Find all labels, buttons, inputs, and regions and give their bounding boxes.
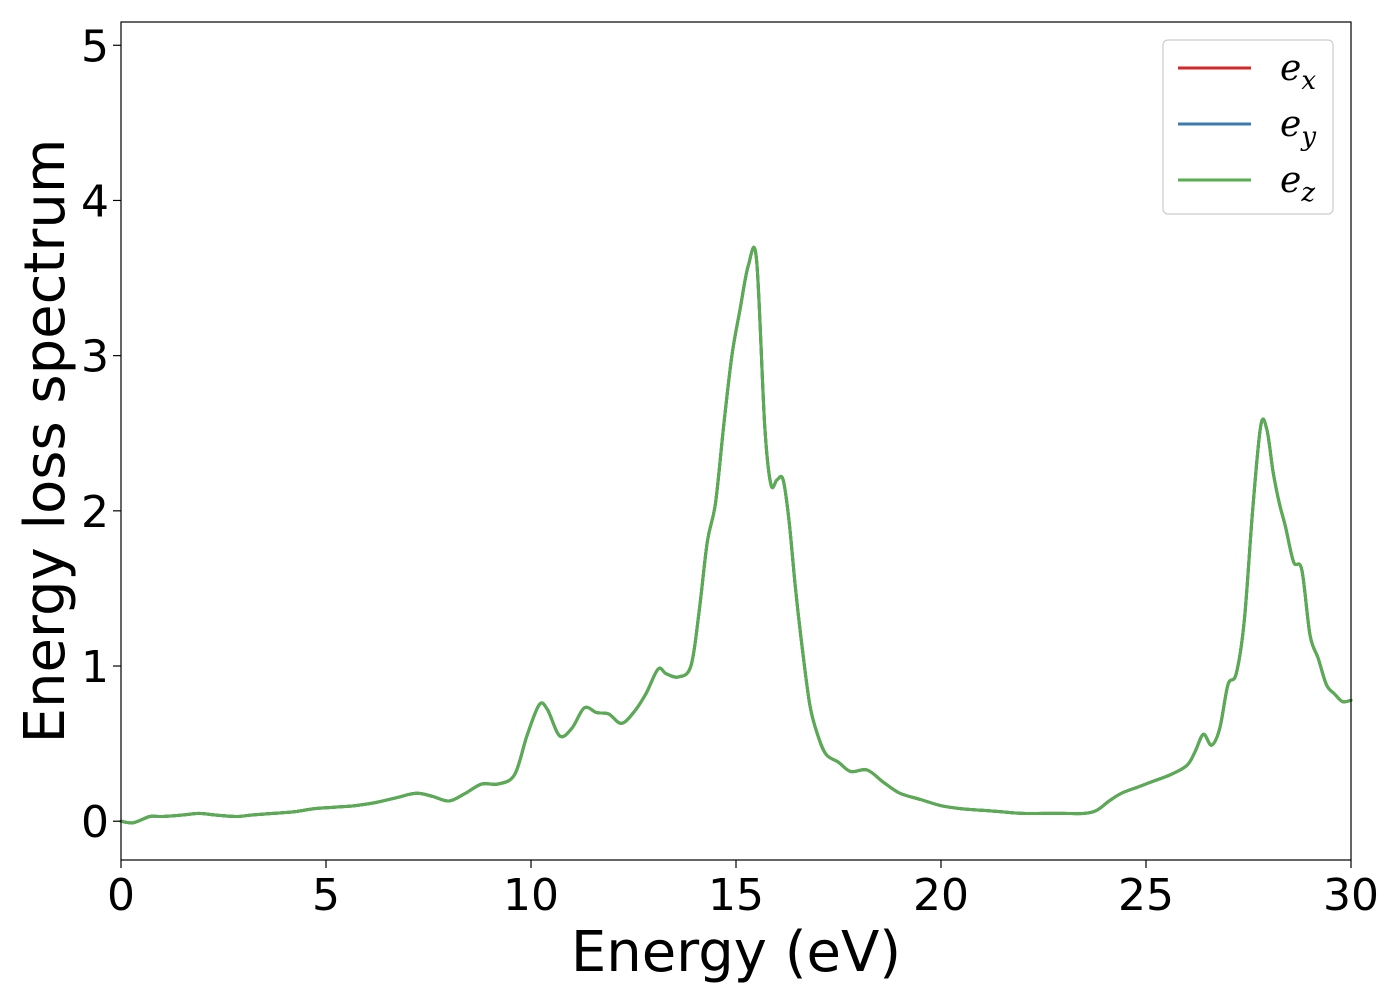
x-tick-label: 25 (1118, 870, 1174, 921)
y-tick-label: 3 (81, 332, 109, 383)
x-tick-label: 15 (708, 870, 764, 921)
legend-label-x: ex (1280, 48, 1316, 96)
y-tick-label: 5 (81, 21, 109, 72)
y-tick-label: 0 (81, 797, 109, 848)
x-axis: 0 5 10 15 20 25 30 (107, 860, 1379, 921)
x-tick-label: 10 (503, 870, 559, 921)
series-layer (119, 246, 1353, 825)
y-axis-title: Energy loss spectrum (13, 139, 78, 744)
legend-label-z: ez (1280, 160, 1315, 208)
legend-label-y: ey (1280, 104, 1316, 152)
y-axis: 0 1 2 3 4 5 (81, 21, 121, 848)
x-tick-label: 20 (913, 870, 969, 921)
series-line-z (119, 246, 1353, 825)
x-tick-label: 5 (312, 870, 340, 921)
x-tick-label: 0 (107, 870, 135, 921)
x-tick-label: 30 (1323, 870, 1379, 921)
legend-frame (1162, 39, 1334, 215)
y-tick-label: 4 (81, 176, 109, 227)
y-tick-label: 1 (81, 642, 109, 693)
legend: ex ey ez (1162, 39, 1334, 215)
x-axis-title: Energy (eV) (571, 920, 901, 985)
y-tick-label: 2 (81, 487, 109, 538)
